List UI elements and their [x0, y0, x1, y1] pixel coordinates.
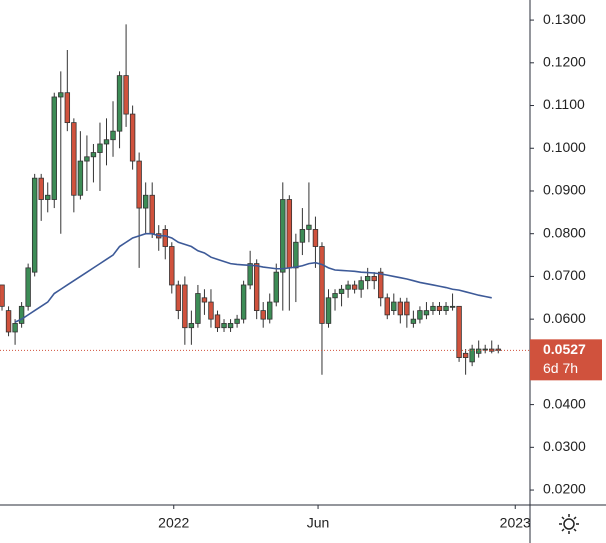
- candle-body: [77, 160, 84, 196]
- y-tick-label: 0.0400: [543, 395, 586, 411]
- candle-body: [142, 194, 149, 209]
- candle-body: [410, 318, 417, 324]
- candle-body: [397, 301, 404, 316]
- y-tick-label: 0.0700: [543, 267, 586, 283]
- candle-body: [12, 323, 18, 333]
- candle-body: [240, 284, 247, 320]
- candle-body: [103, 139, 110, 145]
- candle-body: [38, 177, 44, 200]
- candle-body: [391, 301, 397, 312]
- x-tick-label: Jun: [307, 515, 330, 531]
- candle-body: [306, 224, 312, 230]
- candle-body: [378, 271, 384, 299]
- candle-body: [201, 297, 208, 303]
- x-axis: 2022 Jun 2023: [158, 505, 531, 531]
- y-tick-label: 0.0900: [543, 182, 586, 198]
- x-tick-label: 2022: [158, 515, 189, 531]
- candle-body: [384, 297, 390, 316]
- candle-body: [449, 305, 456, 308]
- candle-body: [364, 276, 371, 282]
- candle-body: [338, 288, 345, 294]
- candle-body: [462, 352, 469, 359]
- candle-body: [253, 263, 260, 312]
- candle-body: [286, 199, 293, 269]
- candle-body: [64, 92, 71, 124]
- candle-body: [18, 305, 25, 324]
- last-price-box: [530, 339, 602, 381]
- candle-body: [25, 267, 31, 307]
- candle-body: [195, 293, 201, 324]
- candle-body: [293, 241, 299, 269]
- candle-body: [299, 229, 306, 243]
- candle-body: [267, 301, 273, 320]
- candle-body: [351, 284, 358, 290]
- y-tick-label: 0.1000: [543, 139, 586, 155]
- candle-body: [90, 152, 97, 158]
- candle-body: [325, 297, 332, 324]
- candle-body: [0, 284, 5, 307]
- candle-body: [175, 284, 182, 312]
- candle-body: [234, 318, 240, 324]
- settings-icon[interactable]: [559, 514, 579, 534]
- candle-body: [129, 113, 136, 162]
- candle-body: [110, 130, 116, 141]
- y-tick-label: 0.0800: [543, 224, 586, 240]
- candle-body: [247, 263, 253, 286]
- candle-body: [227, 323, 234, 329]
- candle-body: [136, 160, 142, 209]
- candle-body: [430, 305, 436, 312]
- y-tick-label: 0.0600: [543, 310, 586, 326]
- candle-body: [149, 194, 155, 235]
- candle-body: [116, 75, 123, 132]
- moving-average-line: [14, 232, 492, 323]
- y-tick-label: 0.1200: [543, 54, 586, 70]
- candle-body: [260, 310, 266, 320]
- candle-body: [332, 293, 338, 299]
- candle-body: [214, 314, 221, 329]
- candle-body: [71, 122, 77, 196]
- candle-body: [162, 229, 168, 247]
- candle-body: [182, 284, 188, 329]
- candle-body: [312, 229, 319, 247]
- candle-body: [456, 305, 462, 359]
- candle-body: [436, 305, 443, 312]
- candle-body: [188, 323, 195, 329]
- y-tick-label: 0.0300: [543, 438, 586, 454]
- y-tick-label: 0.1100: [543, 96, 585, 112]
- candle-body: [469, 348, 475, 363]
- candle-body: [169, 246, 175, 286]
- candle-body: [371, 276, 377, 282]
- candle-body: [319, 246, 325, 324]
- candle-body: [84, 156, 90, 162]
- candle-body: [221, 323, 227, 329]
- candle-body: [5, 310, 12, 333]
- candle-body: [208, 301, 214, 320]
- candle-body: [45, 194, 51, 200]
- y-axis: 0.1300 0.1200 0.1100 0.1000 0.0900 0.0800 0.07…: [530, 11, 586, 497]
- candle-body: [345, 284, 351, 290]
- plot-area: [0, 24, 530, 375]
- candle-body: [443, 305, 449, 312]
- candle-body: [423, 310, 430, 316]
- candle-body: [358, 280, 364, 290]
- candle-body: [489, 348, 495, 352]
- candle-body: [31, 177, 38, 273]
- candle-body: [417, 310, 423, 320]
- candle-body: [58, 92, 64, 98]
- candle-body: [123, 75, 129, 115]
- candle-body: [475, 348, 482, 354]
- countdown-label: 6d 7h: [543, 360, 578, 376]
- last-price-label: 0.0527: [543, 341, 586, 357]
- candle-body: [97, 143, 103, 153]
- y-tick-label: 0.0200: [543, 481, 586, 497]
- candle-body: [482, 348, 488, 351]
- candle-body: [51, 96, 57, 200]
- candle-body: [273, 271, 279, 303]
- candle-body: [404, 301, 410, 316]
- candle-body: [280, 199, 286, 273]
- y-tick-label: 0.1300: [543, 11, 586, 27]
- x-tick-label: 2023: [500, 515, 531, 531]
